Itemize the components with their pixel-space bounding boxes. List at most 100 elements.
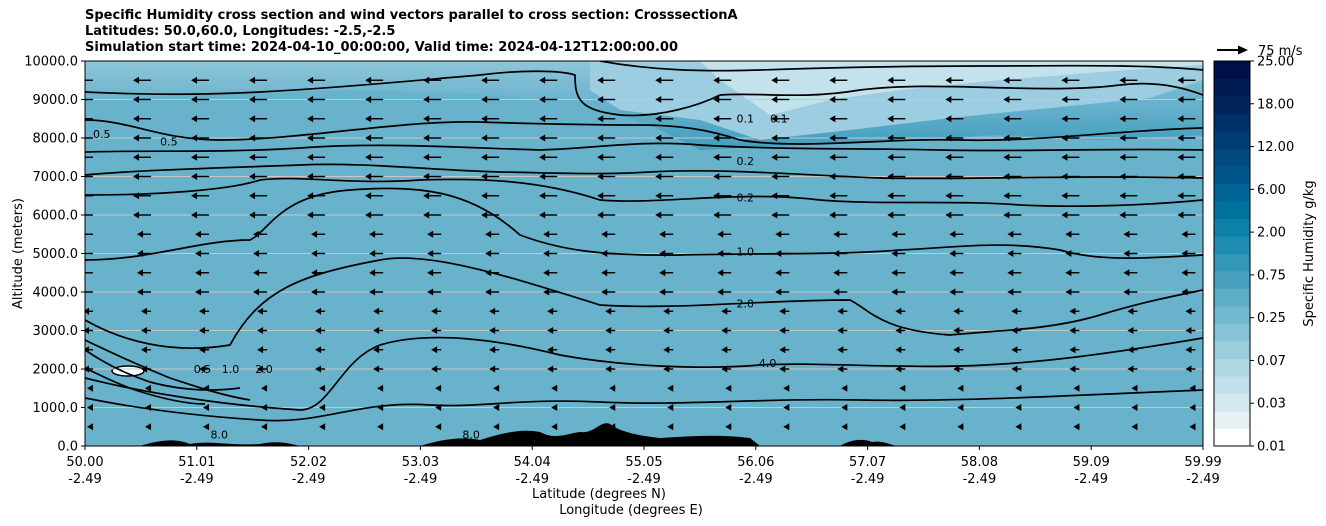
wind-vector <box>253 250 268 257</box>
wind-vector <box>771 115 790 123</box>
wind-vector <box>1177 134 1196 142</box>
wind-vector <box>435 423 442 431</box>
wind-vector <box>141 327 152 334</box>
wind-vector <box>597 115 616 123</box>
colorbar-swatch <box>1214 341 1250 359</box>
wind-vector <box>133 153 152 161</box>
wind-vector <box>837 307 848 315</box>
y-tick-label: 4000.0 <box>33 286 79 301</box>
contour-lines <box>85 61 1203 422</box>
wind-vector <box>605 346 616 354</box>
wind-vector <box>85 98 93 101</box>
wind-vector <box>423 134 442 142</box>
wind-vector <box>1061 153 1080 161</box>
wind-vector <box>1003 173 1022 180</box>
wind-vector <box>1015 423 1022 431</box>
wind-vector <box>779 307 790 315</box>
wind-vector <box>431 307 442 315</box>
wind-vector <box>551 423 558 431</box>
wind-vector <box>1181 288 1196 296</box>
colorbar-tick-label: 0.75 <box>1257 268 1286 283</box>
wind-vector <box>945 192 964 200</box>
wind-vector <box>833 250 848 257</box>
wind-vector <box>319 404 326 411</box>
wind-vector <box>1073 423 1080 431</box>
chart-title: Specific Humidity cross section and wind… <box>85 8 738 23</box>
wind-vector <box>725 384 732 392</box>
x-axis: 50.00 -2.49 51.01 -2.49 52.02 -2.49 53.03 -2.49… <box>66 446 1222 487</box>
wind-vector <box>713 192 732 200</box>
wind-vector <box>1181 250 1196 257</box>
wind-vector <box>423 115 442 123</box>
wind-vector <box>547 327 558 334</box>
wind-vector <box>1061 192 1080 200</box>
contour-label: 0.1 <box>770 113 788 126</box>
wind-vector <box>141 346 152 354</box>
wind-vector <box>945 115 964 123</box>
wind-vector <box>957 423 964 431</box>
wind-vector <box>891 250 906 257</box>
wind-vector <box>953 307 964 315</box>
wind-reference-label: 75 m/s <box>1258 44 1303 59</box>
wind-vector <box>771 211 790 219</box>
colorbar-swatch <box>1214 288 1250 307</box>
wind-vector <box>663 327 674 334</box>
wind-vector <box>721 346 732 354</box>
wind-vector <box>85 214 93 216</box>
x-tick-label-lat: 57.07 <box>849 455 886 470</box>
wind-vector <box>489 346 500 354</box>
colorbar-frame <box>1213 60 1251 447</box>
wind-vector <box>899 404 906 411</box>
contour-label: 0.2 <box>737 155 755 168</box>
wind-vector <box>717 269 732 277</box>
contour-line <box>85 339 251 401</box>
wind-vector <box>1003 115 1022 123</box>
contour-label: 2.0 <box>737 297 755 310</box>
wind-vector <box>249 115 268 123</box>
wind-vector <box>1177 192 1196 200</box>
wind-vector <box>319 384 326 392</box>
wind-vector <box>945 134 964 142</box>
wind-vector <box>485 250 500 257</box>
wind-vector <box>1181 230 1196 238</box>
humidity-fill <box>85 61 1203 446</box>
wind-vector <box>953 365 964 373</box>
wind-vector <box>1177 76 1196 84</box>
wind-vector <box>249 211 268 219</box>
contour-line <box>85 177 1203 208</box>
wind-vector <box>551 404 558 411</box>
wind-vector <box>543 288 558 296</box>
wind-vector <box>307 173 326 180</box>
wind-vector <box>369 230 384 238</box>
wind-vectors <box>85 76 1196 431</box>
wind-vector <box>539 153 558 161</box>
colorbar-swatch <box>1214 306 1250 324</box>
wind-vector <box>829 96 848 103</box>
x-tick-label-lat: 59.09 <box>1073 455 1110 470</box>
wind-vector <box>713 173 732 180</box>
wind-vector <box>423 173 442 180</box>
wind-vector <box>667 404 674 411</box>
wind-vector <box>195 250 210 257</box>
contour-label: 0.5 <box>93 128 111 141</box>
wind-vector <box>481 173 500 180</box>
wind-vector <box>373 346 384 354</box>
wind-vector <box>137 269 152 277</box>
wind-vector <box>1189 423 1196 431</box>
plot-area: 0.1 0.1 0.2 0.2 1.0 2.0 4.0 0.5 0.5 2.0 1.0 0.5 8.0 8… <box>85 61 1203 446</box>
y-tick-label: 7000.0 <box>33 170 79 185</box>
wind-vector <box>655 115 674 123</box>
wind-vector <box>1127 365 1138 373</box>
colorbar-swatch <box>1214 96 1250 114</box>
wind-vector <box>85 195 93 197</box>
wind-vector <box>887 115 906 123</box>
humidity-band <box>700 61 1203 115</box>
wind-vector <box>833 269 848 277</box>
wind-vector <box>713 211 732 219</box>
wind-vector <box>655 192 674 200</box>
colorbar-swatch <box>1214 148 1250 167</box>
colorbar-swatch <box>1214 166 1250 184</box>
wind-vector <box>191 153 210 161</box>
wind-vector <box>829 115 848 123</box>
colorbar-swatch <box>1214 411 1250 429</box>
